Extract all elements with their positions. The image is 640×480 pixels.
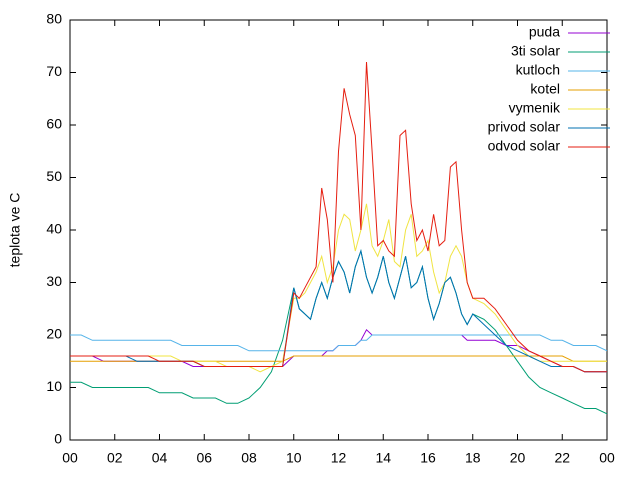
x-tick-label: 00 — [599, 450, 615, 466]
legend-label: privod solar — [488, 119, 561, 135]
series-line — [70, 334, 608, 352]
legend-label: 3ti solar — [511, 43, 560, 59]
legend-label: odvod solar — [488, 138, 561, 154]
x-tick-label: 18 — [465, 450, 481, 466]
x-tick-label: 12 — [331, 450, 347, 466]
x-tick-label: 08 — [241, 450, 257, 466]
x-tick-label: 14 — [375, 450, 391, 466]
series-line — [70, 61, 607, 373]
x-tick-label: 04 — [152, 450, 168, 466]
y-tick-label: 40 — [46, 221, 62, 237]
series-line — [70, 249, 608, 415]
y-tick-label: 50 — [46, 168, 62, 184]
legend-label: kutloch — [516, 62, 560, 78]
y-axis-label: teplota ve C — [7, 193, 23, 268]
x-tick-label: 22 — [554, 450, 570, 466]
series-line — [70, 328, 607, 373]
legend-label: puda — [529, 24, 560, 40]
y-tick-label: 70 — [46, 63, 62, 79]
x-tick-label: 06 — [196, 450, 212, 466]
y-tick-label: 20 — [46, 326, 62, 342]
x-tick-label: 10 — [286, 450, 302, 466]
legend-label: vymenik — [509, 100, 561, 116]
y-tick-label: 30 — [46, 273, 62, 289]
x-tick-label: 20 — [510, 450, 526, 466]
y-tick-label: 80 — [46, 11, 62, 27]
x-tick-label: 16 — [420, 450, 436, 466]
y-tick-label: 0 — [54, 431, 62, 447]
x-tick-label: 00 — [62, 450, 78, 466]
series-line — [70, 203, 607, 373]
legend-label: kotel — [530, 81, 560, 97]
y-tick-label: 10 — [46, 378, 62, 394]
x-tick-label: 02 — [107, 450, 123, 466]
y-tick-label: 60 — [46, 116, 62, 132]
